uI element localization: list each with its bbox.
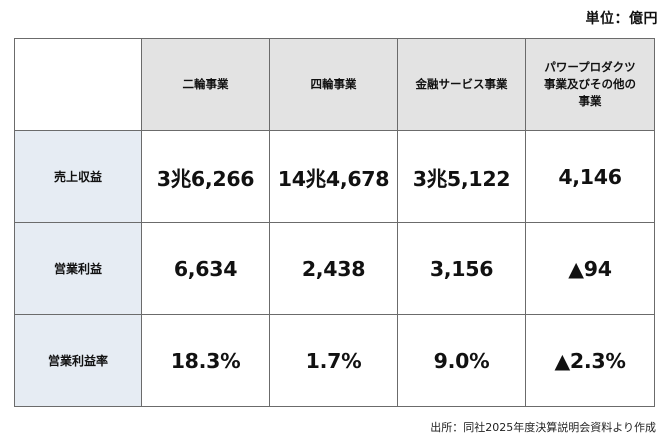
operating-margin-motorcycle-value: 18.3% [141, 314, 270, 407]
revenue-power-products-other-value: 4,146 [525, 130, 655, 223]
row-header-operating-margin: 営業利益率 [14, 314, 142, 407]
source-note: 出所：同社2025年度決算説明会資料より作成 [430, 421, 656, 434]
table-row-operating-profit: 営業利益 6,634 2,438 3,156 ▲94 [14, 222, 655, 315]
operating-profit-automobile-value: 2,438 [269, 222, 398, 315]
row-header-operating-profit: 営業利益 [14, 222, 142, 315]
column-header-automobile: 四輪事業 [269, 38, 398, 131]
table-header-row: 二輪事業 四輪事業 金融サービス事業 パワープロダクツ 事業及びその他の 事業 [14, 38, 655, 131]
unit-label: 単位：億円 [585, 11, 658, 27]
operating-margin-financial-services-value: 9.0% [397, 314, 526, 407]
revenue-automobile-value: 14兆4,678 [269, 130, 398, 223]
column-header-line: 事業 [578, 93, 602, 108]
operating-profit-motorcycle-value: 6,634 [141, 222, 270, 315]
operating-profit-financial-services-value: 3,156 [397, 222, 526, 315]
operating-margin-automobile-value: 1.7% [269, 314, 398, 407]
segment-results-table: 二輪事業 四輪事業 金融サービス事業 パワープロダクツ 事業及びその他の 事業 … [14, 38, 655, 407]
table-row-revenue: 売上収益 3兆6,266 14兆4,678 3兆5,122 4,146 [14, 130, 655, 223]
table-corner-cell [14, 38, 142, 131]
column-header-line: パワープロダクツ [544, 60, 636, 75]
table-row-operating-margin: 営業利益率 18.3% 1.7% 9.0% ▲2.3% [14, 314, 655, 407]
row-header-revenue: 売上収益 [14, 130, 142, 223]
operating-margin-power-products-other-value: ▲2.3% [525, 314, 655, 407]
operating-profit-power-products-other-value: ▲94 [525, 222, 655, 315]
revenue-motorcycle-value: 3兆6,266 [141, 130, 270, 223]
column-header-motorcycle: 二輪事業 [141, 38, 270, 131]
revenue-financial-services-value: 3兆5,122 [397, 130, 526, 223]
column-header-line: 事業及びその他の [544, 77, 636, 92]
column-header-power-products-other: パワープロダクツ 事業及びその他の 事業 [525, 38, 655, 131]
column-header-financial-services: 金融サービス事業 [397, 38, 526, 131]
